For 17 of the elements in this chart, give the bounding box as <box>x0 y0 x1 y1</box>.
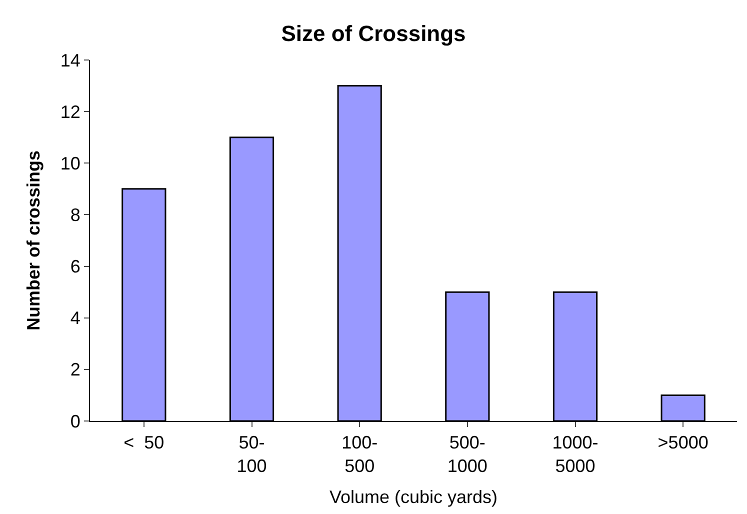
y-tick-label: 2 <box>70 360 80 380</box>
x-tick-label: 1000- 5000 <box>552 432 598 476</box>
x-tick-label: 500- 1000 <box>447 432 488 476</box>
y-tick-label: 6 <box>70 256 80 277</box>
x-tick-label: < 50 <box>124 432 164 453</box>
y-axis-title: Number of crossings <box>24 150 44 331</box>
x-axis-title: Volume (cubic yards) <box>329 487 498 508</box>
x-tick-label: 50- 100 <box>236 432 267 476</box>
chart-title: Size of Crossings <box>281 21 466 46</box>
y-tick-label: 10 <box>60 153 80 174</box>
y-tick-label: 0 <box>70 411 80 432</box>
y-tick-label: 8 <box>70 205 80 226</box>
y-tick-label: 4 <box>70 308 80 328</box>
y-tick-label: 14 <box>60 50 80 70</box>
x-tick-label: 100- 500 <box>342 432 378 476</box>
y-tick-label: 12 <box>60 102 80 122</box>
x-tick-label: >5000 <box>658 432 708 453</box>
